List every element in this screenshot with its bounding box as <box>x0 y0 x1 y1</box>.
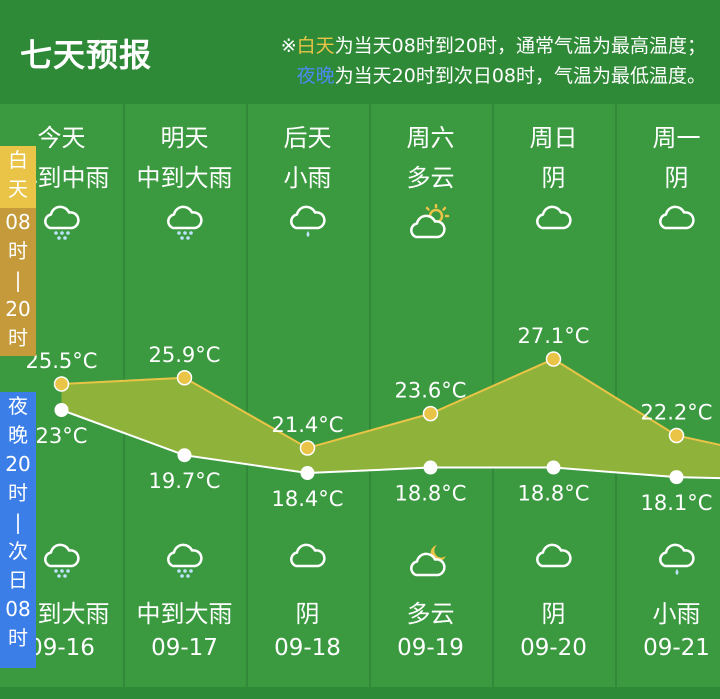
day-weather-label: 中到大雨 <box>136 164 233 192</box>
temperature-chart: 25.5°C 25.9°C 21.4°C 23.6°C 27.1°C 22.2°C 23°C… <box>26 324 720 515</box>
legend-night-key: 夜晚 <box>296 65 335 87</box>
high-temp-point <box>299 440 316 456</box>
low-temp-point <box>423 460 438 475</box>
high-temp-point <box>176 370 193 386</box>
low-temp-label: 18.1°C <box>641 491 713 515</box>
low-temp-label: 19.7°C <box>149 469 221 493</box>
low-temp-label: 23°C <box>36 424 88 448</box>
legend-note-night: 夜晚为当天20时到次日08时，气温为最低温度。 <box>296 65 706 87</box>
weekday-label: 后天 <box>283 124 332 152</box>
forecast-day-column: 周日阴阴 09-20 <box>492 104 615 687</box>
moon-cloud-icon <box>410 542 452 578</box>
night-period-badge: 夜 晚 20 时 | 次 日 08 时 <box>0 392 36 668</box>
night-weather-label: 中到大雨 <box>136 600 233 628</box>
day-weather-label: 小雨 <box>283 164 332 192</box>
date-label: 09-16 <box>28 635 95 661</box>
cloud-icon <box>287 542 329 578</box>
high-temp-point <box>53 376 70 392</box>
weekday-label: 今天 <box>37 124 86 152</box>
heavy-rain-icon <box>164 204 206 240</box>
column-divider <box>246 104 248 687</box>
low-temp-point <box>177 448 192 463</box>
forecast-day-column: 周一阴小雨 09-21 <box>615 104 720 687</box>
date-label: 09-19 <box>397 635 464 661</box>
low-temp-point <box>54 403 69 417</box>
day-weather-label: 多云 <box>406 164 455 192</box>
high-temp-label: 25.5°C <box>26 349 98 373</box>
day-weather-label: 阴 <box>664 164 689 192</box>
cloud-icon <box>533 542 575 578</box>
night-weather-label: 小雨 <box>652 600 701 628</box>
day-label: 白天 <box>0 146 36 208</box>
low-temp-label: 18.4°C <box>272 487 344 511</box>
temperature-range-fill <box>61 359 720 479</box>
high-temp-point <box>545 351 562 367</box>
weekday-label: 明天 <box>160 124 209 152</box>
high-temp-point <box>668 427 685 444</box>
cloud-icon <box>656 204 698 240</box>
legend-note-day: ※白天为当天08时到20时，通常气温为最高温度； <box>280 35 706 57</box>
high-temp-label: 25.9°C <box>149 343 221 367</box>
high-temp-label: 23.6°C <box>395 379 467 403</box>
night-weather-label: 阴 <box>541 600 566 628</box>
weekday-label: 周一 <box>652 124 701 152</box>
low-temp-label: 18.8°C <box>518 482 590 506</box>
light-rain-icon <box>656 542 698 578</box>
high-temp-label: 21.4°C <box>272 413 344 437</box>
low-temp-point <box>669 470 684 485</box>
day-period-badge: 白天 08 时 | 20 时 <box>0 146 36 356</box>
date-label: 09-21 <box>643 635 710 661</box>
low-temp-point <box>300 466 315 481</box>
page-title: 七天预报 <box>20 36 153 74</box>
low-temp-label: 18.8°C <box>395 482 467 506</box>
high-temp-point <box>422 405 439 422</box>
sun-cloud-icon <box>410 203 452 240</box>
night-weather-label: 阴 <box>295 600 320 628</box>
low-temp-point <box>546 460 561 475</box>
weekday-label: 周日 <box>529 124 578 152</box>
forecast-day-column: 周六 多云 多云 09-19 <box>369 104 492 687</box>
high-temp-label: 22.2°C <box>641 400 713 424</box>
date-label: 09-18 <box>274 635 341 661</box>
forecast-day-column: 后天小雨阴 09-18 <box>246 104 369 687</box>
rain-sleet-icon <box>41 204 83 240</box>
forecast-day-column: 明天 中到大雨 中到大雨 09-17 <box>123 104 246 687</box>
heavy-rain-icon <box>164 542 206 578</box>
legend-day-key: 白天 <box>296 35 335 57</box>
column-divider <box>615 104 617 687</box>
night-weather-label: 多云 <box>406 600 455 628</box>
date-label: 09-20 <box>520 635 587 661</box>
high-temp-label: 27.1°C <box>518 324 590 348</box>
bottom-bar <box>0 687 720 699</box>
rain-sleet-icon <box>41 542 83 578</box>
light-rain-icon <box>287 204 329 240</box>
day-weather-label: 阴 <box>541 164 566 192</box>
column-divider <box>369 104 371 687</box>
header-bar: 七天预报 ※白天为当天08时到20时，通常气温为最高温度； 夜晚为当天20时到次… <box>0 0 720 104</box>
cloud-icon <box>533 204 575 240</box>
weekday-label: 周六 <box>406 124 455 152</box>
date-label: 09-17 <box>151 635 218 661</box>
